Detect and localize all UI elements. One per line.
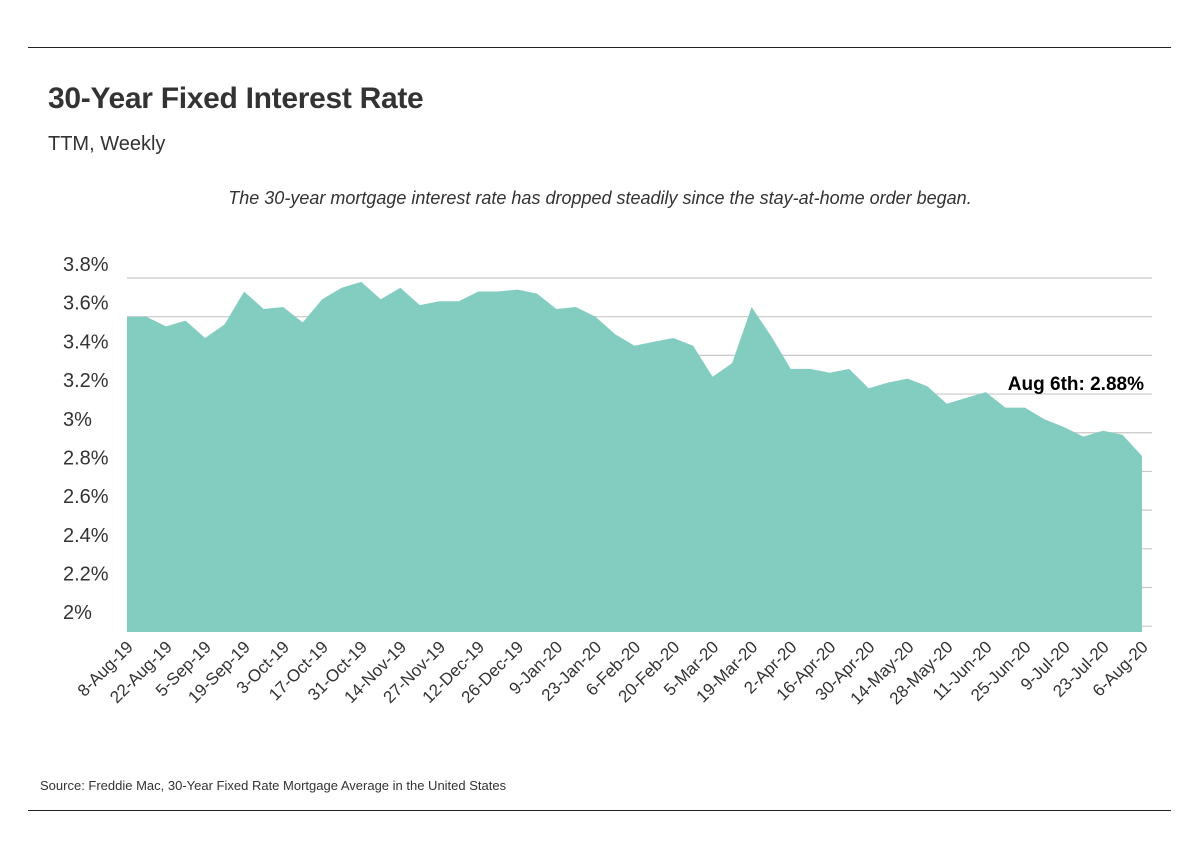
- x-axis-ticks: 8-Aug-1922-Aug-195-Sep-1919-Sep-193-Oct-…: [74, 637, 1152, 708]
- y-tick-label: 2.4%: [63, 525, 109, 547]
- rate-area: [127, 281, 1142, 632]
- annotation-label: Aug 6th: 2.88%: [1008, 374, 1144, 395]
- y-tick-label: 3.4%: [63, 331, 109, 353]
- top-rule: [28, 47, 1171, 48]
- chart-title: 30-Year Fixed Interest Rate: [48, 82, 424, 115]
- series-area: [127, 281, 1142, 632]
- y-tick-label: 3.8%: [63, 254, 109, 276]
- bottom-rule: [28, 810, 1171, 811]
- y-tick-label: 2.2%: [63, 564, 109, 586]
- chart-note: The 30-year mortgage interest rate has d…: [228, 188, 972, 208]
- y-tick-label: 2.8%: [63, 447, 109, 469]
- y-tick-label: 3.2%: [63, 370, 109, 392]
- y-tick-label: 2%: [63, 602, 92, 624]
- source-note: Source: Freddie Mac, 30-Year Fixed Rate …: [40, 778, 507, 793]
- y-tick-label: 3.6%: [63, 293, 109, 315]
- y-tick-label: 3%: [63, 409, 92, 431]
- chart-subtitle: TTM, Weekly: [48, 133, 166, 155]
- y-tick-label: 2.6%: [63, 486, 109, 508]
- y-axis-ticks: 2% 2.2% 2.4% 2.6% 2.8% 3% 3.2% 3.4% 3.6% 3.8%: [63, 254, 109, 624]
